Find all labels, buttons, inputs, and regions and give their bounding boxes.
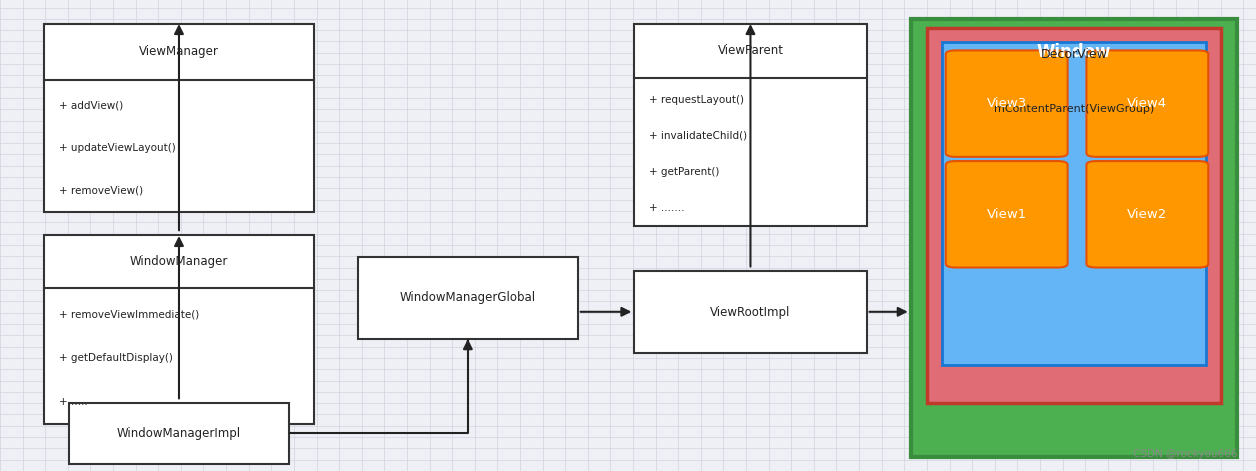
Text: + requestLayout(): + requestLayout() (649, 95, 745, 105)
Text: WindowManagerGlobal: WindowManagerGlobal (399, 292, 536, 304)
Text: WindowManager: WindowManager (129, 255, 229, 268)
Text: ViewParent: ViewParent (717, 44, 784, 57)
Bar (634, 24, 867, 226)
Bar (927, 28, 1221, 403)
Text: + invalidateChild(): + invalidateChild() (649, 131, 747, 141)
Bar (69, 403, 289, 464)
FancyBboxPatch shape (1086, 50, 1208, 157)
Text: View4: View4 (1128, 97, 1167, 110)
Text: + .......: + ....... (649, 203, 685, 213)
Bar (634, 271, 867, 353)
Text: View2: View2 (1127, 208, 1168, 221)
Text: ViewManager: ViewManager (139, 45, 219, 58)
Text: + removeView(): + removeView() (59, 186, 143, 195)
Text: ViewRootImpl: ViewRootImpl (711, 306, 790, 318)
Text: + .....: + ..... (59, 397, 88, 407)
FancyBboxPatch shape (946, 50, 1068, 157)
Bar (942, 42, 1206, 365)
Text: WindowManagerImpl: WindowManagerImpl (117, 427, 241, 440)
FancyBboxPatch shape (946, 161, 1068, 268)
Bar (911, 19, 1237, 457)
Text: CSDN @rockyou666: CSDN @rockyou666 (1133, 449, 1237, 459)
Text: Window: Window (1036, 43, 1112, 61)
Text: + getDefaultDisplay(): + getDefaultDisplay() (59, 353, 173, 363)
Text: mContentParent(ViewGroup): mContentParent(ViewGroup) (993, 104, 1154, 114)
Text: View1: View1 (986, 208, 1027, 221)
Text: + updateViewLayout(): + updateViewLayout() (59, 143, 176, 153)
FancyBboxPatch shape (1086, 161, 1208, 268)
Text: + getParent(): + getParent() (649, 167, 720, 177)
Bar (44, 236, 314, 424)
Bar (358, 257, 578, 339)
Text: DecorView: DecorView (1040, 48, 1108, 61)
Text: + addView(): + addView() (59, 101, 123, 111)
Text: + removeViewImmediate(): + removeViewImmediate() (59, 309, 200, 319)
Bar (44, 24, 314, 212)
Text: View3: View3 (986, 97, 1027, 110)
